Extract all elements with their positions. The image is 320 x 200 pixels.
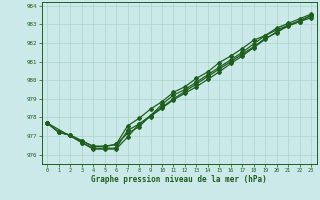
X-axis label: Graphe pression niveau de la mer (hPa): Graphe pression niveau de la mer (hPa) — [91, 175, 267, 184]
